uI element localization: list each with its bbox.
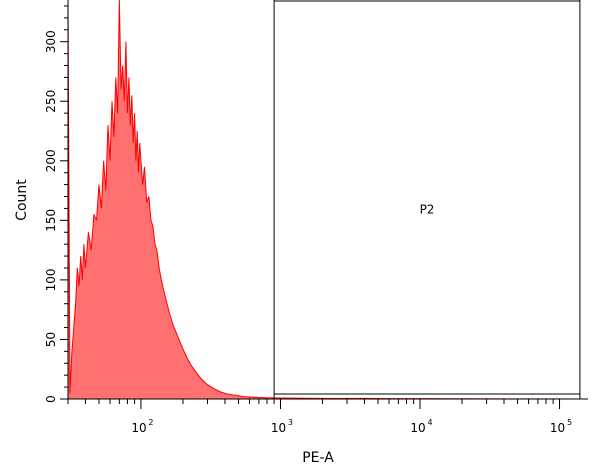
x-tick-exponent-4: 4 bbox=[427, 418, 432, 427]
y-tick-label-250: 250 bbox=[44, 90, 58, 113]
y-tick-label-50: 50 bbox=[44, 332, 58, 347]
x-tick-label-1e3: 10 bbox=[271, 421, 286, 435]
y-tick-label-200: 200 bbox=[44, 149, 58, 172]
y-tick-label-300: 300 bbox=[44, 30, 58, 53]
gate-layer: P2 bbox=[273, 0, 581, 399]
x-axis-ticks: 10 2 10 3 10 4 10 5 bbox=[67, 399, 572, 435]
x-tick-exponent-2: 2 bbox=[148, 418, 153, 427]
y-tick-label-0: 0 bbox=[44, 395, 58, 403]
x-tick-exponent-3: 3 bbox=[288, 418, 293, 427]
x-tick-label-1e2: 10 bbox=[131, 421, 146, 435]
histogram-line-0 bbox=[67, 0, 585, 400]
y-axis-ticks: 0 50 100 150 200 250 300 bbox=[44, 5, 68, 403]
histogram-series bbox=[67, 0, 585, 400]
y-axis-label: Count bbox=[14, 179, 30, 221]
x-axis-label: PE-A bbox=[302, 450, 334, 466]
x-tick-label-1e4: 10 bbox=[410, 421, 425, 435]
y-tick-label-150: 150 bbox=[44, 209, 58, 232]
plot-area: P2 bbox=[67, 0, 588, 400]
gate-label-P2: P2 bbox=[420, 203, 435, 217]
x-tick-label-1e5: 10 bbox=[550, 421, 565, 435]
y-tick-label-100: 100 bbox=[44, 268, 58, 291]
x-tick-exponent-5: 5 bbox=[567, 418, 572, 427]
